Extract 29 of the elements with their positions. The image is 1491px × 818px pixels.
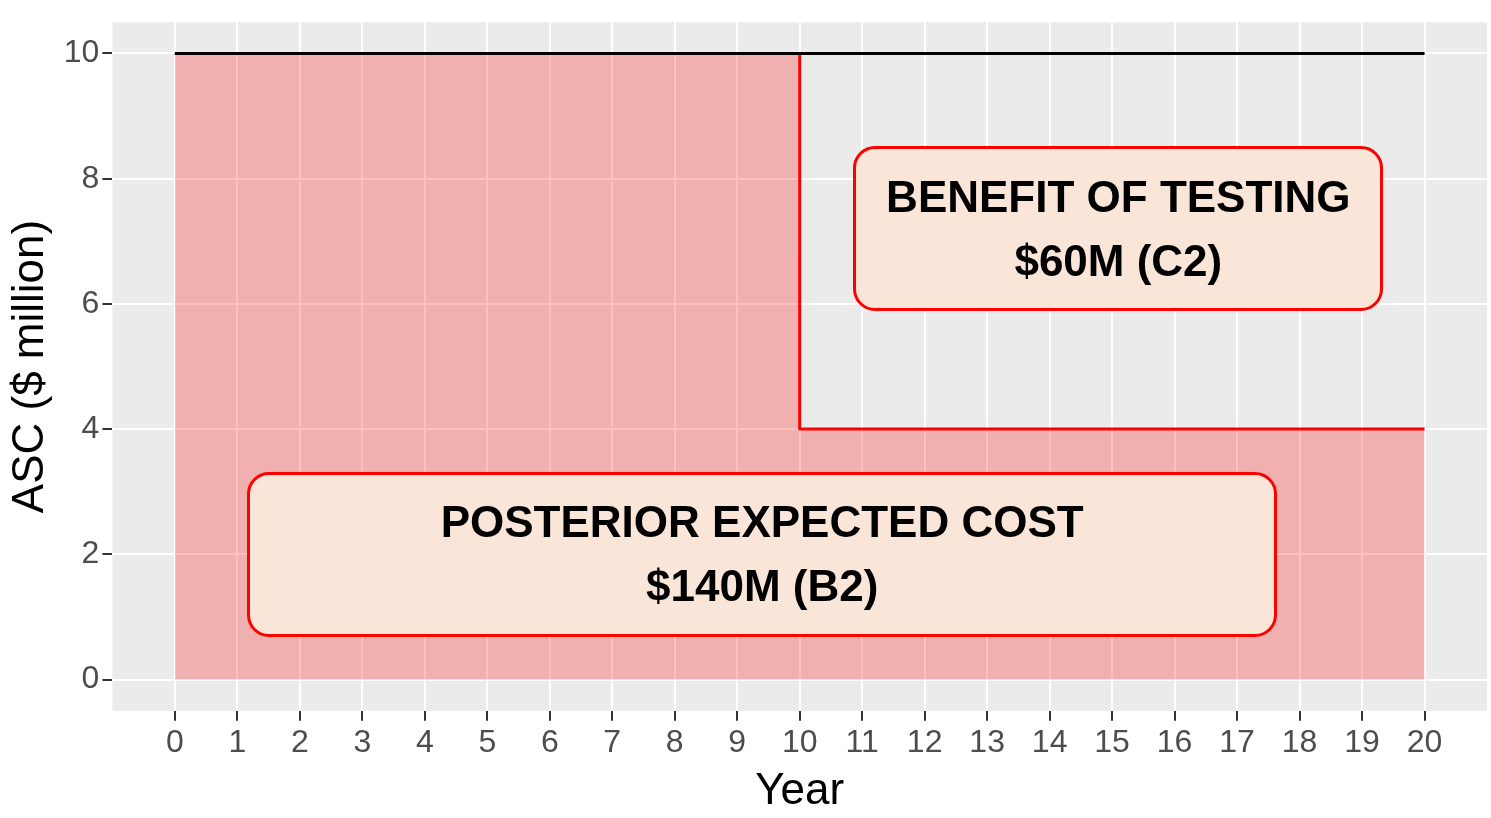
x-tick-label: 3 — [353, 722, 372, 759]
x-tick-label: 10 — [781, 722, 818, 759]
y-tick-label: 10 — [63, 33, 100, 70]
x-axis-title: Year — [755, 763, 845, 813]
y-tick-label: 0 — [81, 659, 100, 696]
x-tick-label: 2 — [290, 722, 309, 759]
y-tick-label: 8 — [81, 158, 100, 195]
y-tick-label: 2 — [81, 534, 100, 571]
y-tick-label: 6 — [81, 283, 100, 320]
x-tick-label: 11 — [845, 722, 879, 759]
x-tick-label: 19 — [1344, 722, 1380, 759]
x-tick-label: 18 — [1281, 722, 1318, 759]
x-tick-label: 15 — [1094, 722, 1130, 759]
x-tick-label: 17 — [1219, 722, 1255, 759]
x-tick-label: 0 — [165, 722, 184, 759]
x-tick-label: 20 — [1406, 722, 1443, 759]
x-tick-label: 8 — [665, 722, 684, 759]
y-axis-title: ASC ($ million) — [2, 219, 52, 514]
x-tick-label: 13 — [969, 722, 1005, 759]
x-tick-label: 16 — [1156, 722, 1193, 759]
x-tick-label: 7 — [603, 722, 622, 759]
x-tick-label: 14 — [1031, 722, 1068, 759]
x-tick-label: 12 — [906, 722, 943, 759]
x-tick-label: 5 — [478, 722, 497, 759]
x-tick-label: 1 — [228, 722, 247, 759]
x-tick-label: 6 — [540, 722, 559, 759]
x-tick-label: 9 — [728, 722, 747, 759]
y-tick-label: 4 — [81, 408, 100, 445]
x-tick-label: 4 — [415, 722, 434, 759]
